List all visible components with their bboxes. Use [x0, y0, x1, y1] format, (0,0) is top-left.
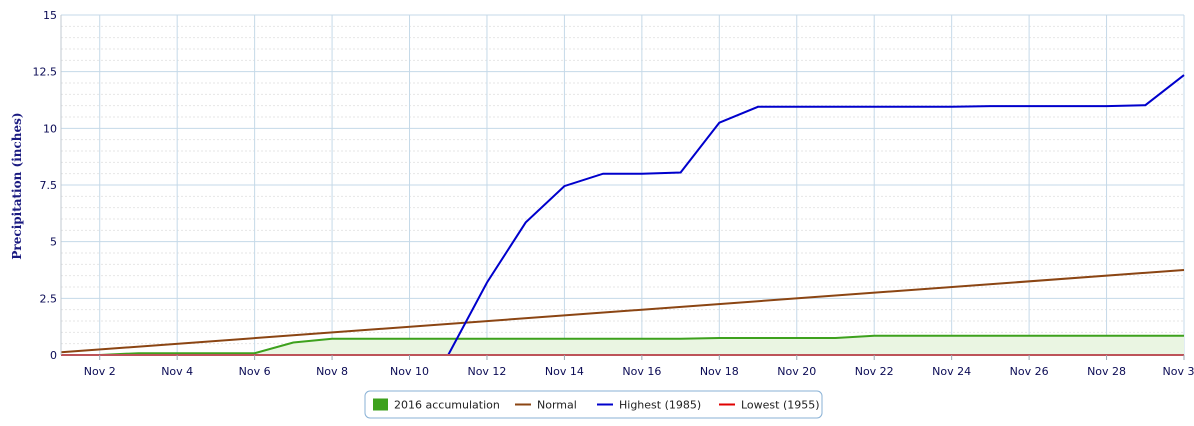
- x-tick-label: Nov 8: [316, 365, 348, 378]
- y-tick-label: 0: [50, 349, 57, 362]
- x-tick-label: Nov 10: [390, 365, 429, 378]
- x-tick-label: Nov 2: [84, 365, 116, 378]
- x-tick-label: Nov 16: [622, 365, 661, 378]
- y-tick-label: 12.5: [33, 66, 58, 79]
- y-tick-label: 5: [50, 236, 57, 249]
- legend-label: 2016 accumulation: [394, 399, 500, 412]
- x-tick-label: Nov 28: [1087, 365, 1126, 378]
- legend-label: Lowest (1955): [741, 399, 820, 412]
- x-tick-label: Nov 22: [855, 365, 894, 378]
- axis-layer: 0 2.5 5 7.5 10 12.5 15 Nov 2 Nov 4 Nov 6 Nov 8 Nov …: [33, 9, 1194, 378]
- x-tick-label: Nov 12: [467, 365, 506, 378]
- x-tick-label: Nov 26: [1010, 365, 1049, 378]
- legend: 2016 accumulation Normal Highest (1985) Low…: [365, 391, 822, 418]
- x-tick-label: Nov 6: [239, 365, 271, 378]
- x-tick-label: Nov 24: [932, 365, 971, 378]
- x-tick-label: Nov 14: [545, 365, 584, 378]
- x-tick-label: Nov 30: [1163, 365, 1194, 378]
- x-tick-label: Nov 20: [777, 365, 816, 378]
- x-tick-label: Nov 18: [700, 365, 739, 378]
- y-tick-label: 10: [43, 122, 57, 135]
- y-tick-label: 7.5: [40, 179, 58, 192]
- y-tick-label: 2.5: [40, 292, 58, 305]
- legend-label: Normal: [537, 399, 577, 412]
- x-tick-label: Nov 4: [161, 365, 193, 378]
- y-axis-label: Precipitation (inches): [10, 112, 24, 259]
- y-tick-label: 15: [43, 9, 57, 22]
- legend-swatch-area: [373, 399, 388, 411]
- grid: [61, 15, 1184, 355]
- legend-label: Highest (1985): [619, 399, 701, 412]
